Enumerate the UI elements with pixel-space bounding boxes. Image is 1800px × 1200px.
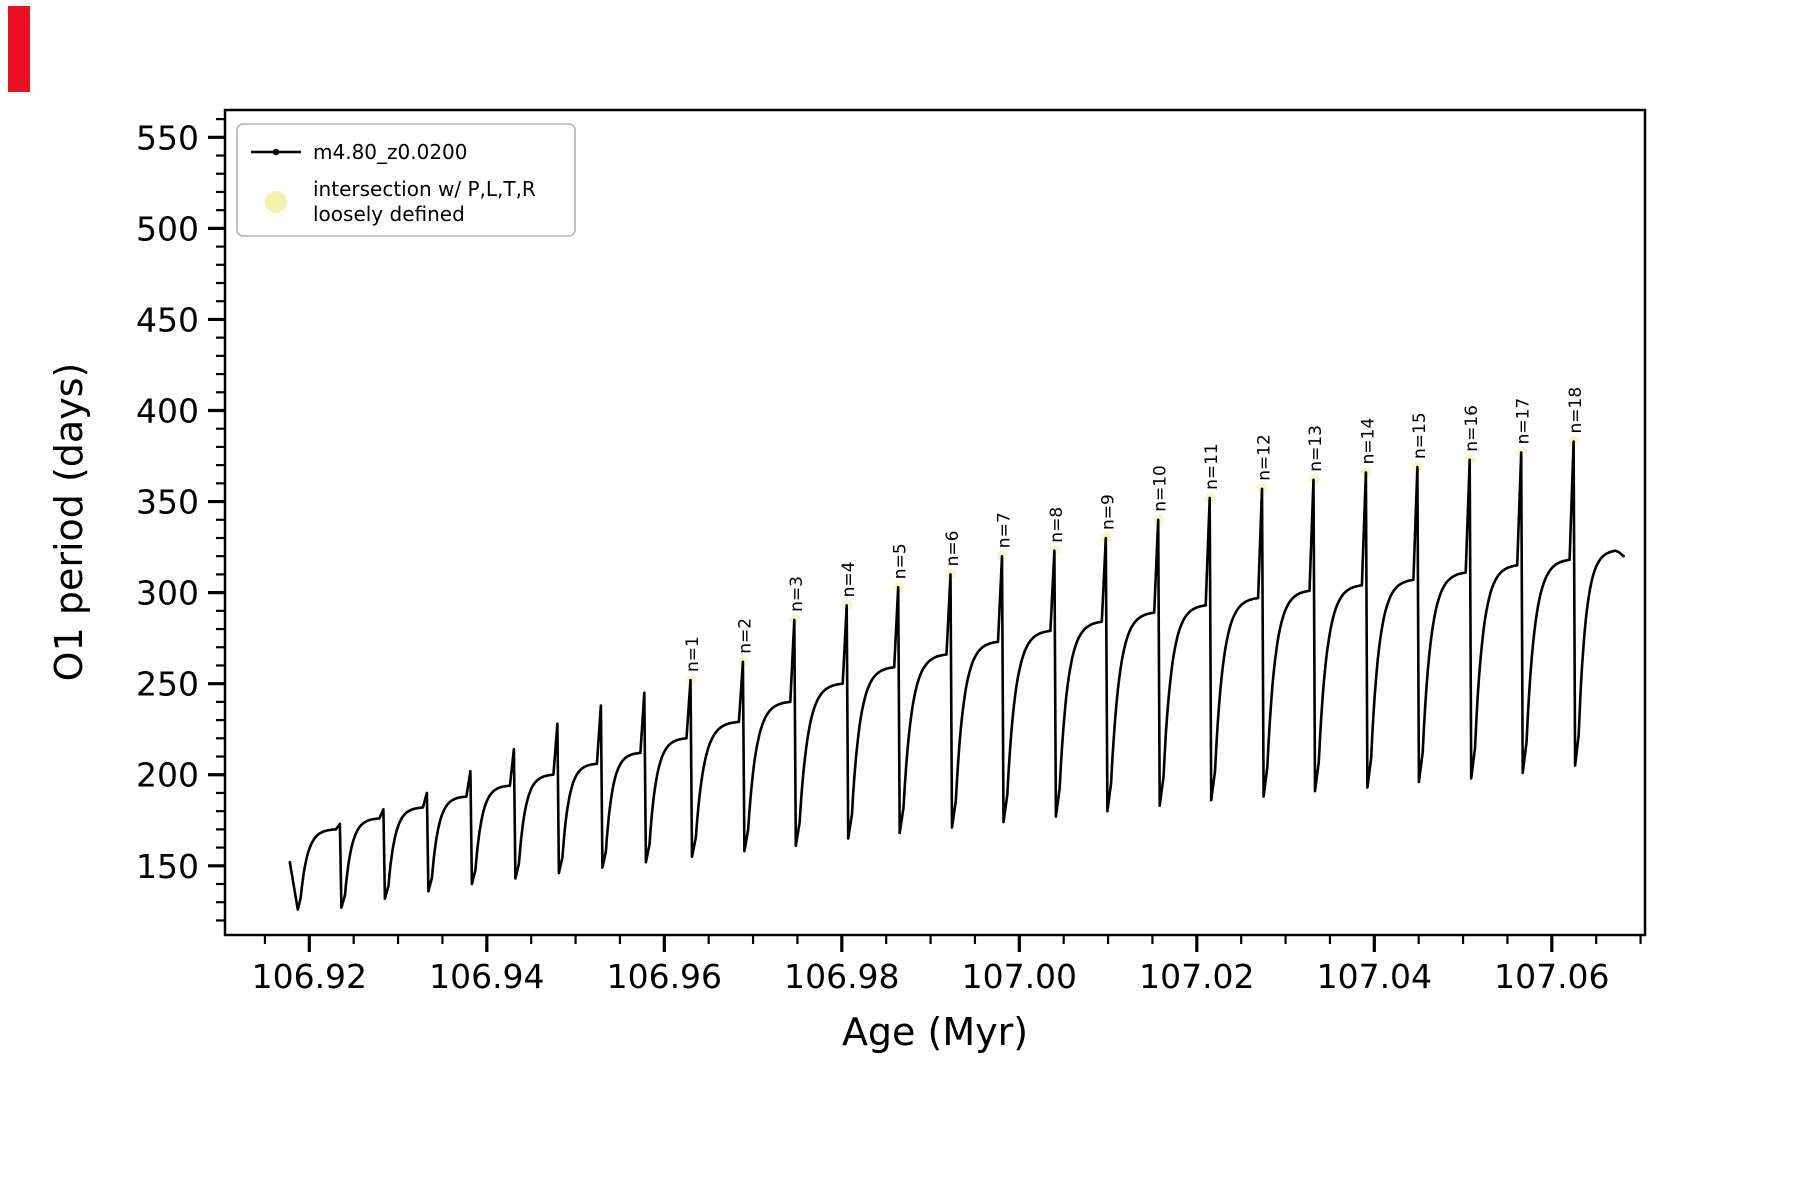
legend-entry-2-label-line2: loosely defined xyxy=(313,202,465,226)
spike-label: n=15 xyxy=(1410,412,1430,459)
spike-label: n=9 xyxy=(1098,494,1118,530)
y-tick-label: 450 xyxy=(136,300,199,339)
spike-label: n=8 xyxy=(1047,507,1067,543)
x-tick-label: 107.02 xyxy=(1139,957,1254,996)
spike-label: n=18 xyxy=(1566,387,1586,434)
y-tick-label: 250 xyxy=(136,665,199,704)
legend-entry-1-label: m4.80_z0.0200 xyxy=(313,140,468,164)
spike-label: n=2 xyxy=(735,618,755,654)
x-tick-label: 106.98 xyxy=(784,957,899,996)
y-axis-label: O1 period (days) xyxy=(47,363,91,682)
spike-label: n=12 xyxy=(1255,434,1275,481)
legend: m4.80_z0.0200 intersection w/ P,L,T,R lo… xyxy=(236,123,576,237)
spike-label: n=17 xyxy=(1514,398,1534,445)
spike-label: n=4 xyxy=(839,562,859,598)
spike-label: n=7 xyxy=(994,512,1014,548)
x-tick-label: 107.04 xyxy=(1317,957,1432,996)
y-tick-label: 300 xyxy=(136,574,199,613)
spike-label: n=6 xyxy=(943,531,963,567)
spike-label: n=13 xyxy=(1306,425,1326,472)
x-axis-ticks: 106.92 106.94 106.96 106.98 107.00 107.02 107.… xyxy=(252,935,1642,996)
spike-label: n=1 xyxy=(683,636,703,672)
legend-line-dot xyxy=(272,148,280,156)
x-axis-label: Age (Myr) xyxy=(842,1010,1028,1054)
y-axis-ticks: 150 200 250 300 350 400 450 500 550 xyxy=(136,118,225,922)
x-tick-label: 106.94 xyxy=(429,957,544,996)
corner-marker xyxy=(8,6,30,92)
x-tick-label: 106.92 xyxy=(252,957,367,996)
series-curve xyxy=(288,440,1625,911)
y-tick-label: 350 xyxy=(136,483,199,522)
legend-intersection-marker xyxy=(265,191,287,213)
y-tick-label: 500 xyxy=(136,209,199,248)
legend-entry-2-label-line1: intersection w/ P,L,T,R xyxy=(313,177,536,201)
y-tick-label: 550 xyxy=(136,118,199,157)
y-tick-label: 200 xyxy=(136,756,199,795)
spike-label: n=16 xyxy=(1462,405,1482,452)
series-path xyxy=(288,440,1625,911)
axes-spines xyxy=(223,108,1647,937)
spike-label: n=3 xyxy=(787,576,807,612)
intersection-markers xyxy=(685,435,1580,686)
x-tick-label: 107.06 xyxy=(1494,957,1609,996)
legend-box xyxy=(236,123,576,237)
x-tick-label: 107.00 xyxy=(962,957,1077,996)
spike-label: n=14 xyxy=(1358,418,1378,465)
x-tick-label: 106.96 xyxy=(607,957,722,996)
y-tick-label: 400 xyxy=(136,391,199,430)
spike-label: n=11 xyxy=(1202,443,1222,490)
y-tick-label: 150 xyxy=(136,847,199,886)
spike-labels: n=1 n=2 n=3 n=4 n=5 n=6 n=7 n=8 n=9 n=10 n=11 n=12 n… xyxy=(683,387,1586,672)
spike-label: n=10 xyxy=(1151,465,1171,512)
spike-label: n=5 xyxy=(891,543,911,579)
